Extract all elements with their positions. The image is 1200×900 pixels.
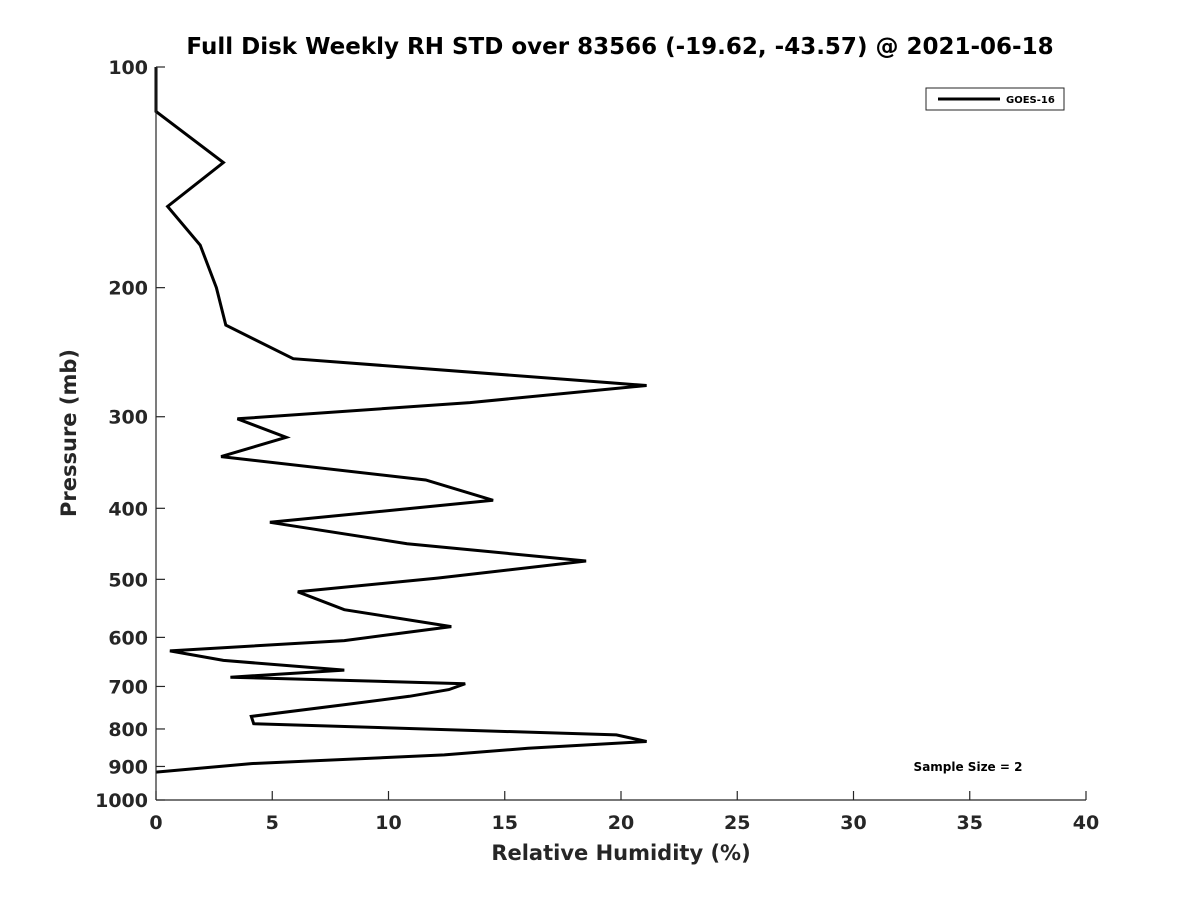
y-tick-label: 500 bbox=[108, 569, 148, 591]
chart-title: Full Disk Weekly RH STD over 83566 (-19.… bbox=[186, 34, 1053, 60]
x-axis-ticks: 0 5 10 15 20 25 30 35 40 bbox=[149, 791, 1099, 834]
x-tick-label: 5 bbox=[266, 812, 279, 834]
x-tick-label: 25 bbox=[724, 812, 750, 834]
y-tick-label: 900 bbox=[108, 756, 148, 778]
series-line-goes-16 bbox=[154, 67, 647, 774]
y-tick-label: 800 bbox=[108, 719, 148, 741]
y-tick-label: 1000 bbox=[95, 790, 148, 812]
y-tick-label: 700 bbox=[108, 676, 148, 698]
y-tick-label: 300 bbox=[108, 407, 148, 429]
x-tick-label: 40 bbox=[1073, 812, 1099, 834]
x-tick-label: 20 bbox=[608, 812, 634, 834]
x-tick-label: 0 bbox=[149, 812, 162, 834]
x-tick-label: 35 bbox=[957, 812, 983, 834]
x-tick-label: 10 bbox=[375, 812, 401, 834]
y-tick-label: 100 bbox=[108, 57, 148, 79]
y-axis-ticks: 100 200 300 400 500 600 700 800 900 1000 bbox=[95, 57, 165, 812]
sample-size-annotation: Sample Size = 2 bbox=[914, 760, 1023, 774]
legend: GOES-16 bbox=[925, 87, 1065, 111]
legend-label-goes-16: GOES-16 bbox=[1006, 95, 1055, 106]
x-axis-label: Relative Humidity (%) bbox=[491, 841, 750, 865]
plot-area bbox=[154, 67, 647, 774]
x-tick-label: 30 bbox=[840, 812, 866, 834]
y-tick-label: 600 bbox=[108, 627, 148, 649]
y-tick-label: 400 bbox=[108, 498, 148, 520]
y-tick-label: 200 bbox=[108, 278, 148, 300]
y-axis-label: Pressure (mb) bbox=[57, 349, 81, 517]
x-tick-label: 15 bbox=[492, 812, 518, 834]
